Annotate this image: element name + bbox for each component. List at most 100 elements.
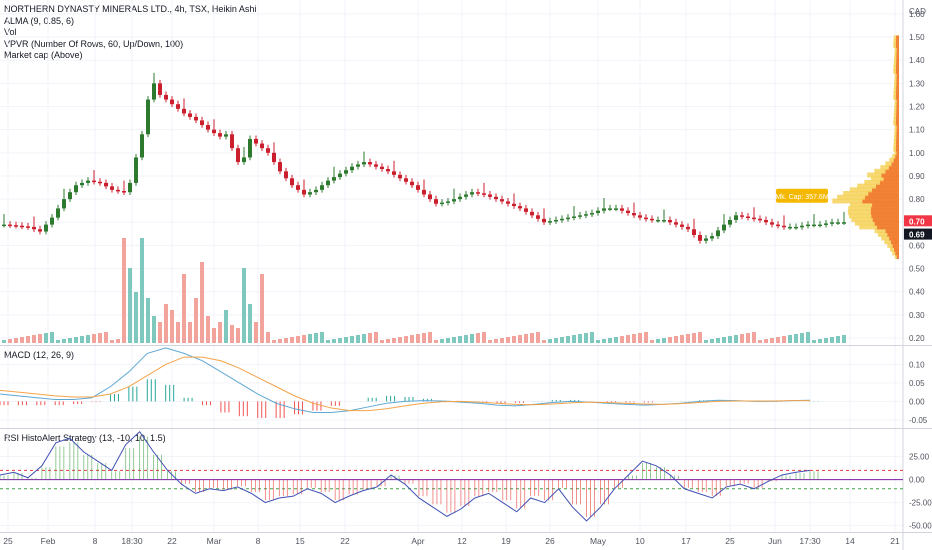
candle-body [734,215,738,220]
x-tick-label: Apr [411,536,424,546]
candle-body [710,236,714,239]
candle-body [122,191,126,193]
vpvr-bar-down [895,120,899,126]
volume-bar [374,332,378,343]
volume-bar [146,298,150,343]
candle-body [620,208,624,211]
x-tick-label: May [590,536,607,546]
volume-bar [728,336,732,343]
candle-body [374,164,378,167]
volume-bar [680,335,684,343]
candle-body [746,216,750,218]
y-tick-label: 0.30 [909,311,925,320]
volume-bar [236,328,240,343]
candle-body [434,199,438,204]
vpvr-bar-down [896,35,899,41]
candle-body [194,116,198,121]
volume-bar [92,334,96,343]
candle-body [422,189,426,195]
volume-bar [842,335,846,343]
volume-bar [2,340,6,343]
candle-body [176,104,180,109]
volume-bar [254,322,258,343]
candle-body [410,181,414,186]
volume-bar [824,338,828,343]
volume-bar [722,337,726,343]
candle-body [14,225,18,227]
candle-body [386,169,390,172]
candle-body [128,182,132,193]
candle-body [674,222,678,225]
candle-body [350,166,354,171]
volume-bar [308,334,312,343]
y-tick-label: 1.40 [909,56,925,65]
volume-bar [578,334,582,343]
volume-bar [482,332,486,343]
volume-bar [386,339,390,343]
vpvr-bar-down [896,87,899,93]
volume-bar [362,334,366,343]
candle-body [302,189,306,195]
candle-body [524,208,528,212]
candle-body [92,180,96,183]
y-tick-label: 0.90 [909,172,925,181]
indicator-market-cap[interactable]: Market cap (Above) [4,50,83,60]
candle-body [164,94,168,100]
candle-body [632,213,636,216]
x-tick-label: 14 [845,536,855,546]
volume-bar [86,335,90,343]
candle-body [56,208,60,218]
candle-body [284,171,288,179]
volume-bar [740,334,744,343]
y-tick-label: 1.00 [909,149,925,158]
y-tick-label: 0.50 [909,265,925,274]
candle-body [158,83,162,95]
volume-bar [392,338,396,343]
macd-signal-line [0,356,810,412]
candle-body [794,226,798,229]
vpvr-bar-down [890,239,899,245]
vpvr-bar-down [896,46,899,52]
rsi-title[interactable]: RSI HistoAlert Strategy (13, -10, 10, 1.… [4,433,166,443]
volume-bar [398,337,402,343]
volume-bar [524,334,528,343]
candle-body [542,218,546,223]
candle-body [218,133,222,137]
vpvr-bar-down [887,231,899,237]
candle-body [266,148,270,153]
volume-bar [8,339,12,343]
candle-body [650,218,654,221]
vpvr-bar-down [895,65,899,71]
vpvr-bar-down [893,157,899,163]
chart-title[interactable]: NORTHERN DYNASTY MINERALS LTD., 4h, TSX,… [4,4,257,14]
vpvr-bar-down [875,183,899,189]
x-tick-label: 22 [167,536,177,546]
vpvr-bar-down [896,72,899,78]
vpvr-bar-down [870,209,899,215]
volume-bar [506,337,510,343]
indicator-vpvr[interactable]: VPVR (Number Of Rows, 60, Up/Down, 100) [4,38,184,49]
indicator-alma[interactable]: ALMA (9, 0.85, 6) [4,15,75,26]
volume-bar [530,333,534,343]
candle-body [452,199,456,202]
indicator-vol[interactable]: Vol [4,27,17,37]
volume-bar [338,338,342,343]
volume-bar [98,333,102,343]
volume-bar [326,340,330,343]
macd-title[interactable]: MACD (12, 26, 9) [4,350,75,360]
vpvr-bar-down [896,131,899,137]
x-tick-label: 19 [501,536,511,546]
candle-body [416,185,420,190]
volume-bar [818,339,822,343]
candle-body [446,201,450,203]
candle-body [704,238,708,241]
candle-body [44,224,48,232]
vpvr-bar-down [896,109,899,115]
volume-bar [50,332,54,343]
vpvr-bar-down [896,150,899,156]
volume-bar [290,337,294,343]
candle-body [2,224,6,227]
volume-bar [422,333,426,343]
candle-body [140,134,144,158]
